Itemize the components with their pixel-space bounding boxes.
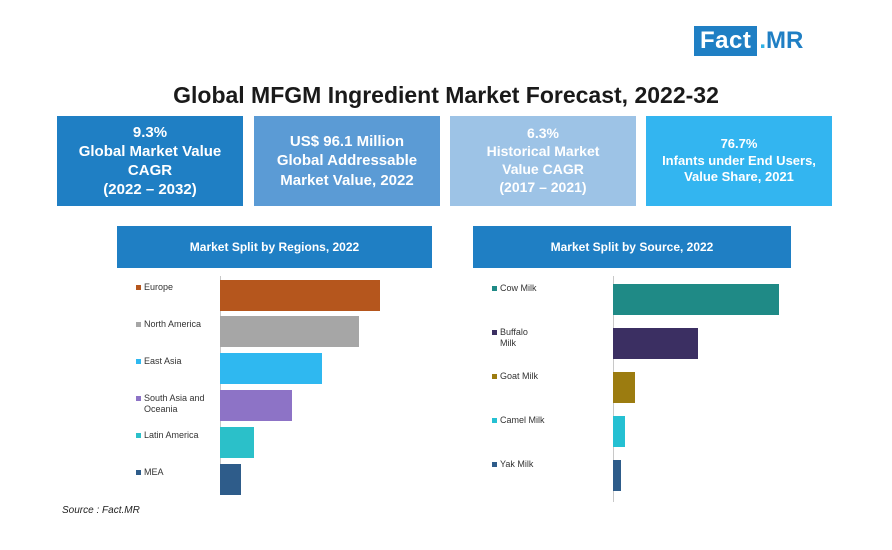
stat-box-cagr: 9.3% Global Market Value CAGR (2022 – 20…: [57, 116, 243, 206]
source-legend-label: Yak Milk: [500, 458, 534, 469]
source-note: Source : Fact.MR: [62, 505, 140, 516]
stat-box-infants-share-text: 76.7% Infants under End Users, Value Sha…: [662, 136, 816, 185]
logo-dot: .: [759, 27, 767, 54]
region-legend-label: North America: [144, 318, 202, 329]
region-legend-label: East Asia: [144, 355, 182, 366]
region-legend-swatch: [136, 395, 141, 401]
stat-box-market-value-text: US$ 96.1 Million Global Addressable Mark…: [276, 133, 418, 189]
source-legend-label: Camel Milk: [500, 414, 545, 425]
logo-fact-text: Fact: [694, 26, 758, 56]
source-bar: [613, 460, 622, 491]
source-legend-item: Yak Milk: [492, 459, 533, 470]
source-legend-item: Camel Milk: [492, 415, 545, 426]
region-legend-label: Latin America: [144, 429, 199, 440]
region-bar: [220, 464, 241, 495]
source-legend-item: Buffalo Milk: [492, 327, 528, 349]
source-legend-item: Goat Milk: [492, 371, 538, 382]
region-legend-label: MEA: [144, 466, 164, 477]
region-legend-item: Europe: [136, 282, 173, 293]
source-legend-swatch: [492, 373, 497, 379]
stat-box-infants-share: 76.7% Infants under End Users, Value Sha…: [646, 116, 832, 206]
region-legend-item: East Asia: [136, 356, 182, 367]
region-bar: [220, 427, 254, 459]
factmr-logo: Fact . MR: [694, 26, 803, 56]
source-bar: [613, 372, 635, 403]
region-legend-swatch: [136, 285, 141, 290]
logo-mr: MR: [766, 27, 804, 54]
source-legend-swatch: [492, 461, 497, 467]
region-bar: [220, 316, 360, 348]
page-title: Global MFGM Ingredient Market Forecast, …: [173, 82, 719, 108]
source-legend-swatch: [492, 329, 497, 335]
region-legend-swatch: [136, 432, 141, 438]
region-legend-swatch: [136, 358, 141, 364]
region-legend-label: South Asia and Oceania: [144, 392, 205, 414]
region-legend-item: MEA: [136, 467, 164, 478]
source-bar: [613, 284, 779, 315]
stat-box-historical-cagr: 6.3% Historical Market Value CAGR (2017 …: [450, 116, 636, 206]
source-legend-item: Cow Milk: [492, 283, 537, 294]
region-bar: [220, 279, 380, 311]
source-legend-label: Goat Milk: [500, 370, 539, 381]
source-bar: [613, 328, 698, 359]
region-legend-swatch: [136, 321, 141, 327]
stat-box-market-value: US$ 96.1 Million Global Addressable Mark…: [254, 116, 440, 206]
region-legend-label: Europe: [144, 282, 174, 292]
region-legend-item: Latin America: [136, 430, 199, 441]
source-legend-label: Cow Milk: [500, 282, 537, 293]
logo-mr-text: . MR: [757, 26, 803, 56]
regions-chart-title: Market Split by Regions, 2022: [117, 226, 432, 268]
region-legend-item: North America: [136, 319, 201, 330]
source-chart-title: Market Split by Source, 2022: [473, 226, 791, 268]
region-legend-swatch: [136, 469, 141, 475]
source-legend-label: Buffalo Milk: [500, 326, 528, 348]
stat-box-historical-cagr-text: 6.3% Historical Market Value CAGR (2017 …: [486, 125, 600, 195]
region-bar: [220, 353, 323, 385]
source-bar: [613, 416, 625, 447]
stat-box-cagr-text: 9.3% Global Market Value CAGR (2022 – 20…: [78, 123, 222, 199]
region-legend-item: South Asia and Oceania: [136, 393, 205, 415]
region-bar: [220, 390, 292, 422]
source-legend-swatch: [492, 285, 497, 291]
source-legend-swatch: [492, 417, 497, 423]
